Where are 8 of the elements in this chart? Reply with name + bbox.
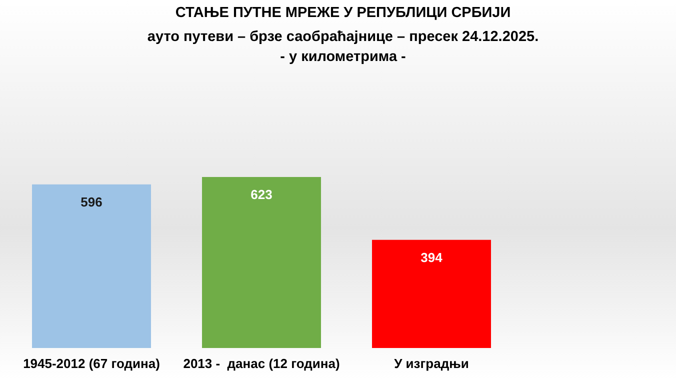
chart-title: СТАЊЕ ПУТНЕ МРЕЖЕ У РЕПУБЛИЦИ СРБИЈИ: [175, 5, 511, 21]
chart-subtitle: ауто путеви – брзе саобраћајнице – пресек 24.12.2025. - у километрима -: [147, 29, 539, 65]
x-tick-label: У изградњи: [394, 356, 469, 371]
data-label: 394: [420, 250, 444, 265]
data-label: 623: [250, 187, 272, 202]
x-tick-label: 2013 - данас (12 година): [183, 356, 340, 371]
x-tick-label: 1945-2012 (67 година): [23, 356, 160, 371]
data-label: 596: [80, 194, 102, 210]
